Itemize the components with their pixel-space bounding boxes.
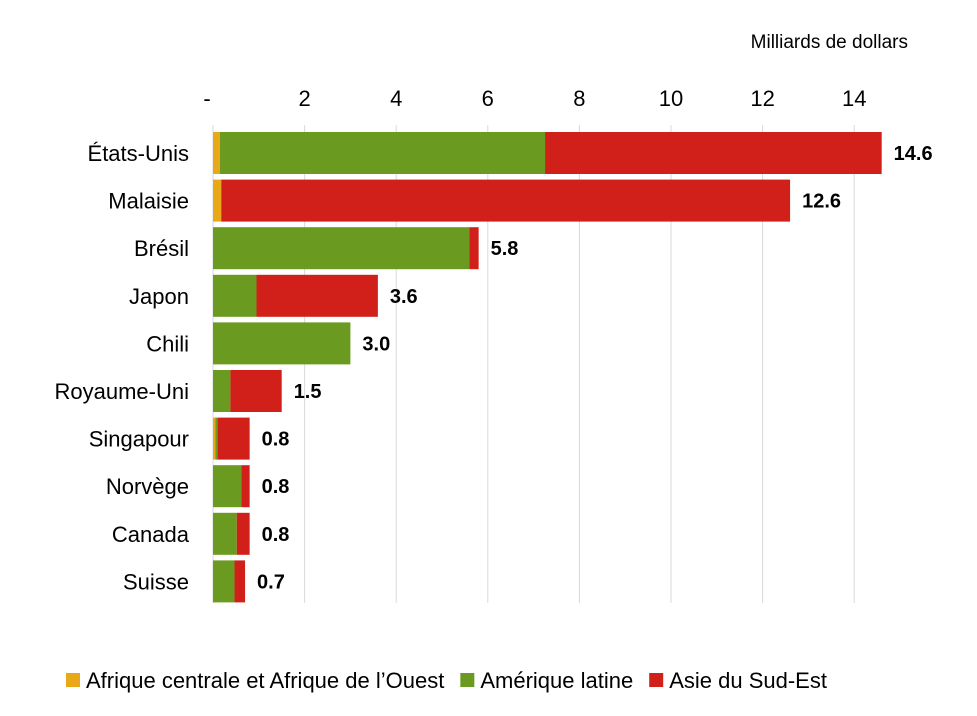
legend-swatch [649, 673, 664, 687]
total-label: 0.7 [257, 571, 285, 593]
category-labels: États-Unis Malaisie Brésil Japon Chili Royaum… [55, 141, 190, 594]
bar-segment [469, 227, 479, 270]
category-label: Canada [112, 522, 190, 547]
x-tick-label: 2 [298, 86, 310, 111]
total-labels: 14.6 12.6 5.8 3.6 3.0 1.5 0.8 0.8 0.8 0.7 [257, 143, 933, 593]
total-label: 14.6 [894, 143, 933, 165]
bar-segment [213, 132, 220, 174]
bars [213, 132, 882, 603]
category-label: Chili [146, 331, 189, 356]
bar-segment [234, 560, 246, 603]
bar-segment [219, 132, 546, 174]
unit-label: Milliards de dollars [751, 32, 908, 53]
x-axis-ticks: - 2 4 6 8 10 12 14 [203, 86, 866, 111]
total-label: 0.8 [262, 476, 290, 498]
category-label: États-Unis [88, 141, 189, 166]
bar-segment [213, 465, 242, 508]
total-label: 12.6 [802, 191, 841, 213]
bar-segment [213, 370, 231, 412]
x-tick-label: 6 [482, 86, 494, 111]
total-label: 5.8 [491, 238, 519, 260]
bar-segment [236, 512, 250, 555]
legend-swatch [66, 673, 80, 687]
bar-segment [213, 179, 222, 222]
legend: Afrique centrale et Afrique de l’Ouest Am… [66, 668, 827, 693]
category-label: Brésil [134, 236, 189, 261]
bar-segment [213, 274, 257, 317]
bar-segment [213, 227, 470, 270]
legend-swatch [460, 673, 475, 687]
x-tick-label: 4 [390, 86, 402, 111]
bar-segment [221, 179, 791, 222]
category-label: Japon [129, 284, 189, 309]
bar-segment [213, 417, 216, 460]
total-label: 0.8 [262, 524, 290, 546]
x-tick-label: - [203, 86, 210, 111]
bar-segment [256, 274, 378, 317]
total-label: 3.6 [390, 286, 418, 308]
bar-segment [230, 370, 282, 412]
x-tick-label: 14 [842, 86, 866, 111]
x-tick-label: 10 [659, 86, 683, 111]
total-label: 3.0 [362, 333, 390, 355]
category-label: Suisse [123, 569, 189, 594]
bar-segment [213, 322, 351, 365]
total-label: 0.8 [262, 429, 290, 451]
bar-segment [213, 512, 237, 555]
category-label: Malaisie [108, 189, 189, 214]
x-tick-label: 8 [573, 86, 585, 111]
category-label: Royaume-Uni [55, 379, 190, 404]
legend-label: Afrique centrale et Afrique de l’Ouest [86, 668, 444, 693]
x-tick-label: 12 [750, 86, 774, 111]
category-label: Norvège [106, 474, 189, 499]
bar-segment [215, 417, 218, 460]
legend-label: Amérique latine [480, 668, 633, 693]
bar-segment [545, 132, 882, 174]
bar-segment [241, 465, 250, 508]
bar-segment [213, 560, 235, 603]
bar-segment [217, 417, 250, 460]
legend-label: Asie du Sud-Est [669, 668, 827, 693]
total-label: 1.5 [294, 381, 322, 403]
category-label: Singapour [89, 427, 189, 452]
